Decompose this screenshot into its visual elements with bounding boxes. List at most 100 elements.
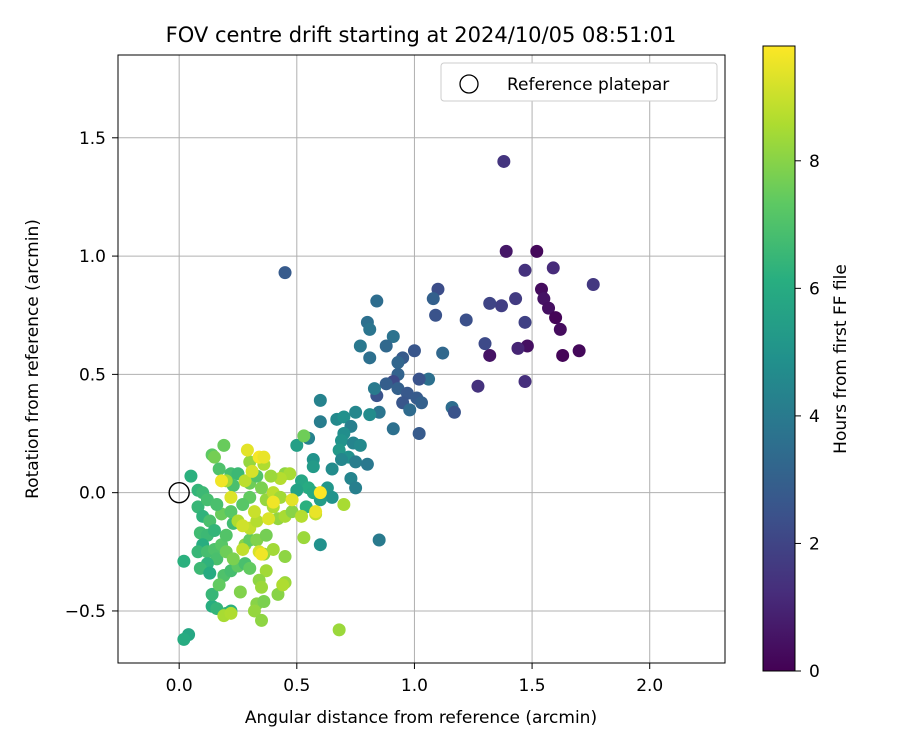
colorbar-ticks: 0 2 4 6 8 (795, 152, 820, 682)
legend: Reference platepar (440, 62, 718, 102)
data-point (295, 509, 309, 523)
data-point (285, 493, 299, 507)
x-tick-label: 0.0 (166, 676, 193, 696)
x-tick-label: 1.5 (519, 676, 546, 696)
data-point (245, 464, 259, 478)
data-point (518, 263, 532, 277)
y-axis-label: Rotation from reference (arcmin) (23, 219, 43, 499)
data-point (325, 462, 339, 476)
data-point (278, 550, 292, 564)
data-point (243, 561, 257, 575)
data-point (372, 533, 386, 547)
data-point (212, 578, 226, 592)
x-tick-label: 1.0 (401, 676, 428, 696)
data-points (177, 154, 600, 646)
data-point (191, 545, 205, 559)
data-point (386, 330, 400, 344)
data-point (278, 266, 292, 280)
data-point (415, 396, 428, 410)
data-point (386, 422, 400, 436)
data-point (363, 351, 377, 365)
data-point (335, 453, 349, 467)
colorbar-tick-label: 2 (809, 534, 820, 554)
data-point (207, 524, 221, 538)
legend-marker-icon (459, 74, 479, 94)
x-tick-label: 2.0 (636, 676, 663, 696)
data-point (247, 604, 261, 618)
data-point (210, 497, 224, 511)
data-point (240, 443, 254, 457)
data-point (363, 408, 377, 422)
data-point (184, 469, 198, 483)
data-point (353, 438, 367, 452)
data-point (259, 564, 273, 578)
data-point (226, 552, 240, 566)
x-tick-label: 0.5 (283, 676, 310, 696)
y-tick-label: 0.5 (79, 365, 106, 385)
data-point (276, 578, 290, 592)
data-point (207, 450, 221, 464)
data-point (546, 261, 560, 275)
data-point (255, 481, 269, 495)
y-tick-label: 0.0 (79, 484, 106, 504)
data-point (203, 566, 217, 580)
y-tick-label: −0.5 (65, 602, 106, 622)
data-point (349, 481, 363, 495)
data-point (494, 299, 508, 313)
data-point (257, 594, 271, 608)
data-point (407, 344, 421, 358)
data-point (471, 379, 485, 393)
y-tick-label: 1.5 (79, 129, 106, 149)
data-point (297, 429, 311, 443)
data-point (177, 632, 191, 646)
data-point (412, 372, 426, 386)
data-point (313, 415, 327, 429)
data-point (236, 497, 250, 511)
data-point (257, 450, 271, 464)
data-point (238, 474, 252, 488)
data-point (224, 505, 238, 519)
data-point (426, 292, 440, 306)
data-point (497, 154, 511, 168)
data-point (337, 497, 351, 511)
colorbar: 0 2 4 6 8 Hours from first FF file (762, 45, 851, 682)
data-point (586, 277, 600, 291)
data-point (518, 315, 532, 329)
data-point (297, 531, 311, 545)
data-point (313, 393, 327, 407)
data-point (379, 377, 393, 391)
data-point (224, 606, 238, 620)
legend-label: Reference platepar (507, 75, 669, 95)
data-point (483, 296, 497, 310)
data-point (332, 623, 346, 637)
data-point (215, 474, 229, 488)
legend-box (440, 62, 718, 102)
data-point (483, 348, 497, 362)
data-point (530, 244, 544, 258)
plot-frame (117, 54, 726, 664)
data-point (236, 519, 250, 533)
data-point (367, 382, 381, 396)
data-point (266, 542, 280, 556)
data-point (509, 292, 523, 306)
data-point (255, 547, 269, 561)
data-point (459, 313, 473, 327)
data-point (370, 294, 384, 308)
colorbar-tick-label: 4 (809, 407, 820, 427)
data-point (262, 512, 276, 526)
data-point (177, 554, 191, 568)
x-axis-label: Angular distance from reference (arcmin) (245, 708, 597, 728)
data-point (255, 613, 269, 627)
data-point (436, 346, 450, 360)
data-point (511, 341, 525, 355)
data-point (429, 308, 443, 322)
data-point (212, 462, 226, 476)
data-point (337, 410, 351, 424)
data-point (572, 344, 586, 358)
colorbar-tick-label: 0 (809, 662, 820, 682)
data-point (518, 374, 532, 388)
data-point (306, 460, 320, 474)
data-point (266, 495, 280, 509)
colorbar-label: Hours from first FF file (831, 264, 851, 454)
